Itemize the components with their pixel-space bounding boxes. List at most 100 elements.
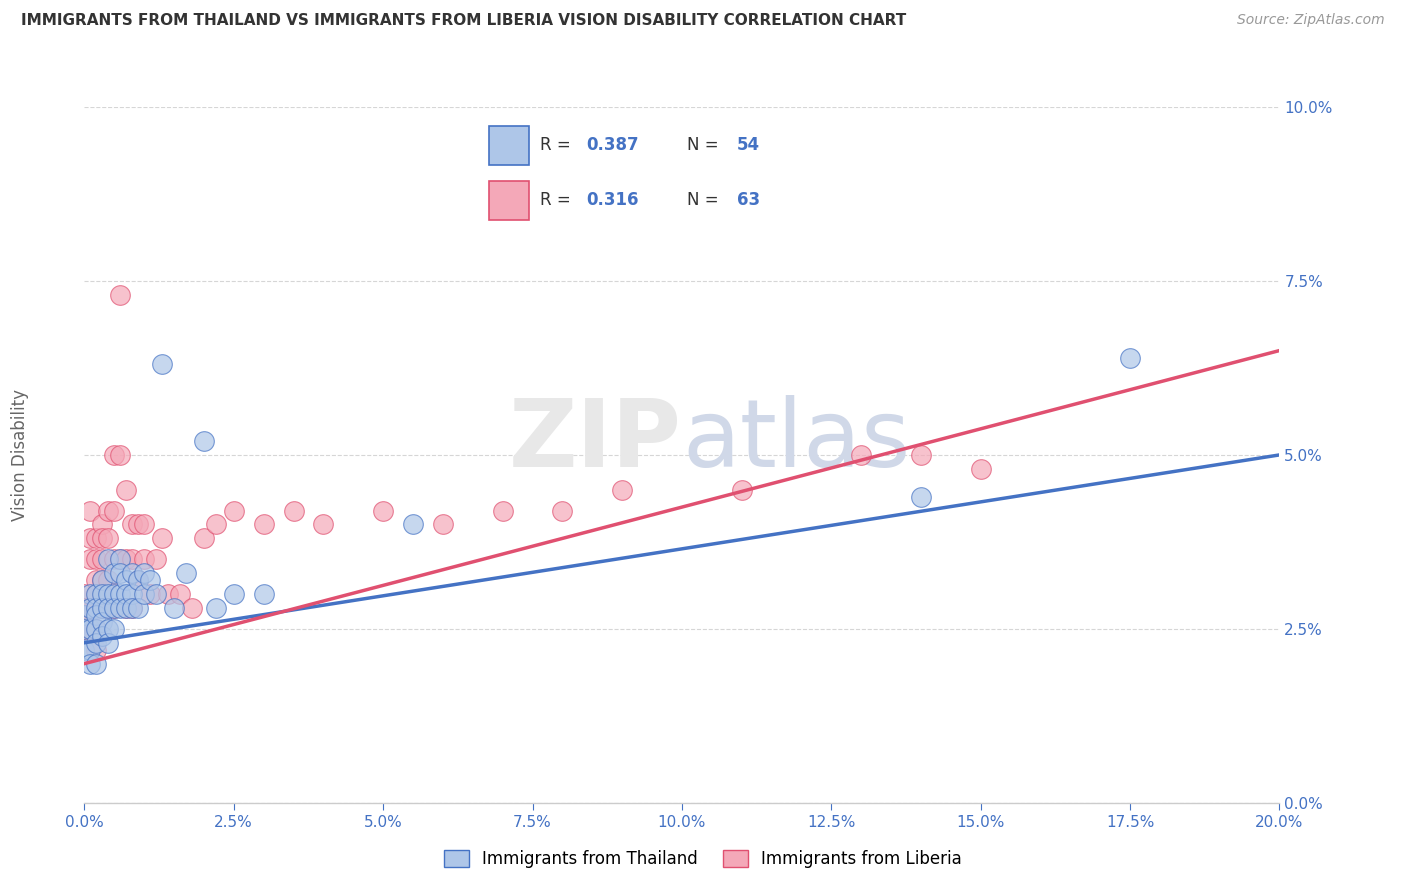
- Point: [169, 587, 191, 601]
- Point: [163, 601, 186, 615]
- Point: [91, 517, 114, 532]
- Point: [115, 483, 138, 497]
- Point: [97, 636, 120, 650]
- Point: [193, 532, 215, 546]
- Point: [79, 532, 101, 546]
- Point: [132, 587, 156, 601]
- Point: [86, 622, 108, 636]
- Point: [121, 517, 143, 532]
- Point: [139, 573, 162, 587]
- Point: [121, 552, 143, 566]
- Point: [910, 490, 932, 504]
- Point: [86, 601, 108, 615]
- Point: [79, 601, 101, 615]
- Point: [222, 503, 245, 517]
- Point: [132, 566, 156, 581]
- Point: [110, 552, 132, 566]
- Point: [91, 573, 114, 587]
- Point: [174, 566, 197, 581]
- Point: [110, 552, 132, 566]
- Point: [127, 573, 149, 587]
- Y-axis label: Vision Disability: Vision Disability: [11, 389, 28, 521]
- Text: IMMIGRANTS FROM THAILAND VS IMMIGRANTS FROM LIBERIA VISION DISABILITY CORRELATIO: IMMIGRANTS FROM THAILAND VS IMMIGRANTS F…: [21, 13, 907, 29]
- Point: [97, 552, 120, 566]
- Point: [115, 573, 138, 587]
- Point: [103, 448, 125, 462]
- Point: [145, 552, 167, 566]
- Point: [492, 503, 515, 517]
- Point: [79, 622, 101, 636]
- Point: [86, 552, 108, 566]
- Point: [110, 448, 132, 462]
- Point: [97, 587, 120, 601]
- Point: [145, 587, 167, 601]
- Point: [610, 483, 633, 497]
- Point: [731, 483, 754, 497]
- Point: [79, 601, 101, 615]
- Point: [73, 607, 96, 622]
- Text: atlas: atlas: [682, 395, 910, 487]
- Point: [86, 587, 108, 601]
- Point: [79, 552, 101, 566]
- Point: [97, 573, 120, 587]
- Point: [139, 587, 162, 601]
- Point: [97, 622, 120, 636]
- Point: [73, 587, 96, 601]
- Point: [97, 532, 120, 546]
- Point: [73, 622, 96, 636]
- Point: [97, 503, 120, 517]
- Point: [115, 587, 138, 601]
- Point: [222, 587, 245, 601]
- Point: [86, 642, 108, 657]
- Point: [97, 601, 120, 615]
- Point: [103, 601, 125, 615]
- Point: [121, 601, 143, 615]
- Point: [79, 657, 101, 671]
- Point: [283, 503, 305, 517]
- Point: [132, 552, 156, 566]
- Point: [103, 503, 125, 517]
- Point: [371, 503, 394, 517]
- Point: [193, 434, 215, 448]
- Point: [103, 587, 125, 601]
- Point: [91, 587, 114, 601]
- Point: [91, 532, 114, 546]
- Point: [103, 566, 125, 581]
- Point: [150, 358, 173, 372]
- Point: [127, 517, 149, 532]
- Text: Source: ZipAtlas.com: Source: ZipAtlas.com: [1237, 13, 1385, 28]
- Point: [127, 573, 149, 587]
- Point: [115, 552, 138, 566]
- Point: [91, 601, 114, 615]
- Point: [86, 636, 108, 650]
- Point: [115, 601, 138, 615]
- Point: [551, 503, 574, 517]
- Point: [150, 532, 173, 546]
- Point: [205, 517, 228, 532]
- Point: [86, 657, 108, 671]
- Point: [402, 517, 425, 532]
- Point: [86, 573, 108, 587]
- Point: [970, 462, 993, 476]
- Point: [121, 601, 143, 615]
- Point: [115, 601, 138, 615]
- Point: [121, 587, 143, 601]
- Point: [127, 601, 149, 615]
- Point: [79, 642, 101, 657]
- Point: [86, 601, 108, 615]
- Point: [132, 517, 156, 532]
- Point: [432, 517, 454, 532]
- Point: [121, 566, 143, 581]
- Legend: Immigrants from Thailand, Immigrants from Liberia: Immigrants from Thailand, Immigrants fro…: [437, 843, 969, 875]
- Point: [110, 587, 132, 601]
- Point: [180, 601, 202, 615]
- Point: [110, 566, 132, 581]
- Point: [103, 552, 125, 566]
- Point: [110, 601, 132, 615]
- Point: [86, 622, 108, 636]
- Point: [849, 448, 872, 462]
- Point: [103, 601, 125, 615]
- Point: [157, 587, 180, 601]
- Point: [86, 587, 108, 601]
- Point: [253, 587, 276, 601]
